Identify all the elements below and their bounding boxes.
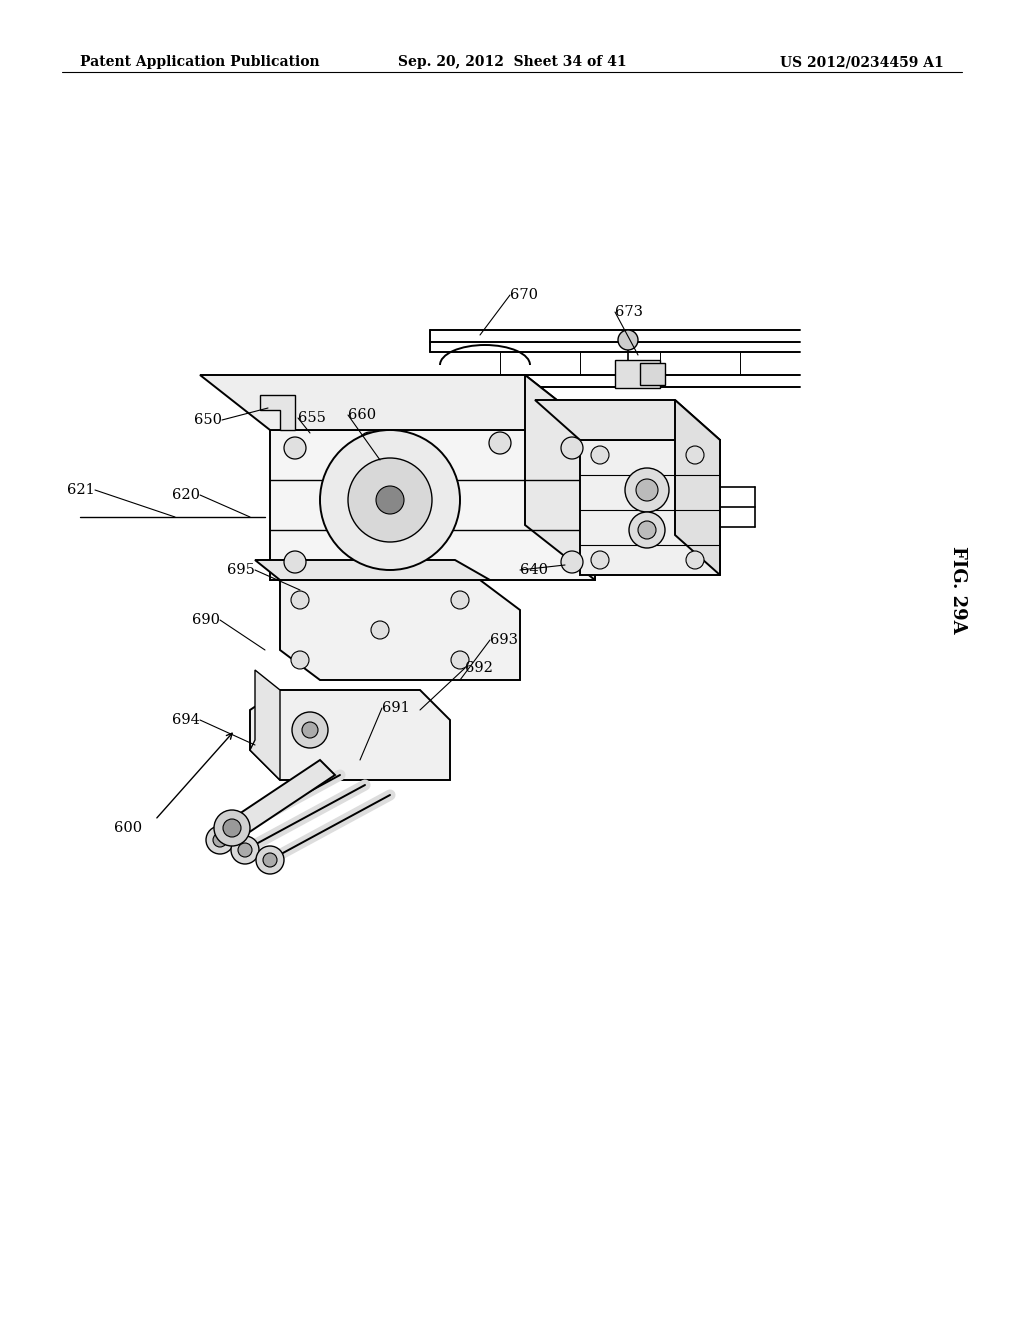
Text: Sep. 20, 2012  Sheet 34 of 41: Sep. 20, 2012 Sheet 34 of 41 (397, 55, 627, 69)
Polygon shape (200, 375, 595, 430)
Text: 640: 640 (520, 564, 548, 577)
Polygon shape (230, 760, 335, 836)
Polygon shape (525, 375, 595, 579)
Circle shape (213, 833, 227, 847)
Circle shape (223, 818, 241, 837)
Polygon shape (615, 360, 660, 388)
Circle shape (291, 651, 309, 669)
Polygon shape (260, 395, 295, 430)
Circle shape (591, 446, 609, 465)
Circle shape (371, 620, 389, 639)
Circle shape (451, 651, 469, 669)
Circle shape (206, 826, 234, 854)
Circle shape (591, 550, 609, 569)
Text: 690: 690 (193, 612, 220, 627)
Polygon shape (675, 400, 720, 576)
Text: US 2012/0234459 A1: US 2012/0234459 A1 (780, 55, 944, 69)
Text: 692: 692 (465, 661, 493, 675)
Circle shape (292, 711, 328, 748)
Circle shape (263, 853, 278, 867)
Circle shape (561, 437, 583, 459)
Text: 670: 670 (510, 288, 538, 302)
Polygon shape (255, 560, 490, 579)
Text: 693: 693 (490, 634, 518, 647)
Circle shape (686, 446, 705, 465)
Polygon shape (280, 579, 520, 680)
Text: 650: 650 (194, 413, 222, 426)
Text: 673: 673 (615, 305, 643, 319)
Circle shape (319, 430, 460, 570)
Circle shape (625, 469, 669, 512)
Text: 694: 694 (172, 713, 200, 727)
Text: FIG. 29A: FIG. 29A (949, 546, 967, 634)
Circle shape (489, 432, 511, 454)
Circle shape (348, 458, 432, 543)
Circle shape (291, 591, 309, 609)
Circle shape (284, 550, 306, 573)
Polygon shape (535, 400, 720, 440)
Circle shape (302, 722, 318, 738)
Polygon shape (640, 363, 665, 385)
Text: 621: 621 (68, 483, 95, 498)
Text: 620: 620 (172, 488, 200, 502)
Text: 691: 691 (382, 701, 410, 715)
Polygon shape (250, 671, 280, 780)
Circle shape (561, 550, 583, 573)
Circle shape (238, 843, 252, 857)
Text: 660: 660 (348, 408, 376, 422)
Circle shape (256, 846, 284, 874)
Circle shape (284, 437, 306, 459)
Polygon shape (250, 690, 450, 780)
Circle shape (636, 479, 658, 502)
Text: Patent Application Publication: Patent Application Publication (80, 55, 319, 69)
Circle shape (231, 836, 259, 865)
Circle shape (629, 512, 665, 548)
Circle shape (686, 550, 705, 569)
Circle shape (376, 486, 404, 513)
Text: 695: 695 (227, 564, 255, 577)
Text: 600: 600 (114, 821, 142, 836)
Circle shape (638, 521, 656, 539)
Circle shape (451, 591, 469, 609)
Polygon shape (270, 430, 595, 579)
Polygon shape (580, 440, 720, 576)
Circle shape (359, 432, 381, 454)
Text: 655: 655 (298, 411, 326, 425)
Circle shape (618, 330, 638, 350)
Circle shape (214, 810, 250, 846)
